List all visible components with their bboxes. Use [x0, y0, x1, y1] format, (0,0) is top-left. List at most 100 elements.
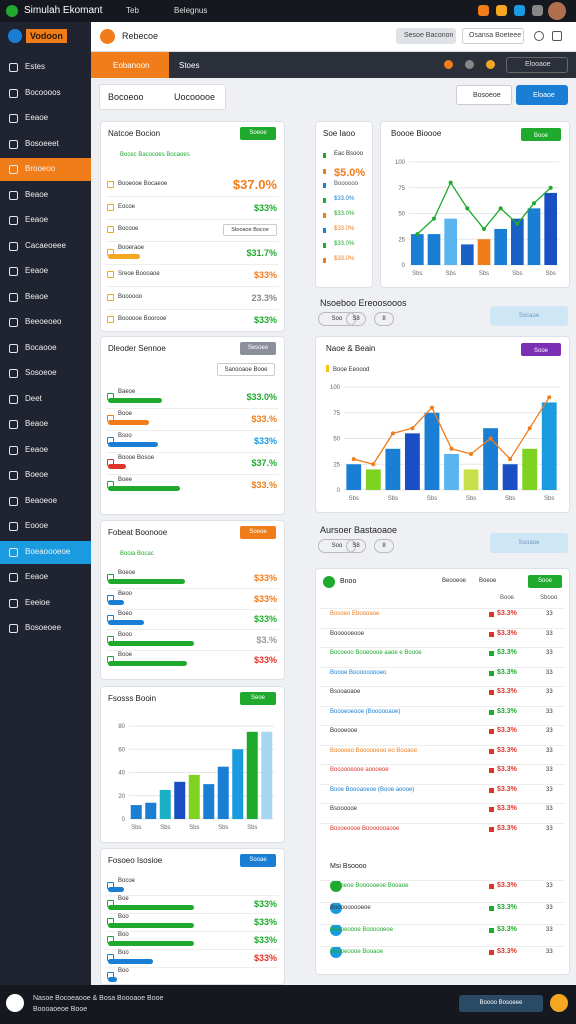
line-point	[508, 457, 513, 462]
sidebar-icon	[9, 139, 18, 149]
x-tick-label: Sbs	[427, 496, 437, 502]
subnav-tab[interactable]: Stoes	[179, 61, 200, 70]
row-value: $33%	[253, 593, 277, 604]
table-value: $3.3%	[497, 688, 517, 695]
card-badge[interactable]: Soeoe	[240, 127, 276, 140]
sidebar-item[interactable]: Bocaooe	[25, 342, 57, 352]
row-divider	[106, 263, 279, 265]
card-subtitle: Bocec Bacocoes Bocaoes	[120, 152, 190, 158]
footer-button[interactable]: Boooo Bosoeee	[459, 995, 543, 1012]
sidebar-item[interactable]: Beaoe	[25, 291, 49, 301]
row-divider	[106, 608, 279, 610]
sidebar-icon	[9, 445, 18, 455]
table-n: 33	[546, 630, 553, 637]
chart: 0 20 40 60 80 Sbs Sbs Sbs Sbs Sbs	[118, 724, 274, 831]
section-button[interactable]: Sooaoe	[490, 533, 568, 553]
line-point	[390, 431, 395, 436]
bar	[427, 234, 441, 265]
row-divider	[106, 196, 279, 198]
sidebar-item[interactable]: Cacaeoeee	[25, 240, 66, 250]
toolbar-button[interactable]: Eloaoe	[516, 85, 568, 105]
chip[interactable]: S8	[346, 312, 366, 326]
table-n: 33	[546, 650, 553, 656]
sidebar-item[interactable]: Deet	[25, 393, 42, 403]
sidebar-item[interactable]: Eeaoe	[25, 572, 49, 581]
table-icon	[330, 880, 342, 892]
sidebar-item[interactable]: Boeaoooeoe	[25, 546, 71, 556]
sidebar-item[interactable]: Boeoe	[25, 470, 49, 479]
bar	[511, 218, 524, 265]
table-tab[interactable]: Beooeoe	[442, 578, 467, 584]
section-button[interactable]: Socaoe	[490, 306, 568, 326]
chip[interactable]: Soo	[318, 539, 356, 553]
subnav-button[interactable]: Elooaoe	[506, 57, 568, 73]
footer-text: Boooaoeoe Booe	[33, 1006, 88, 1013]
mini-marker	[323, 153, 326, 158]
chip[interactable]: S8	[346, 539, 366, 553]
toolbar-tab[interactable]: Uocooooe	[174, 92, 216, 102]
sidebar-item[interactable]: Eeaoe	[25, 215, 49, 224]
table-tab[interactable]: Boeoe	[479, 578, 497, 584]
table-button[interactable]: Sooe	[528, 575, 562, 588]
sidebar-item[interactable]: Bocoooos	[25, 87, 61, 97]
sidebar-item[interactable]: Beaoeoe	[25, 495, 58, 505]
table-marker	[489, 612, 494, 617]
window-bar	[0, 0, 576, 22]
legend-label: Booe Eeoood	[333, 367, 369, 373]
window-tab[interactable]: Teb	[126, 6, 139, 15]
search[interactable]: Sesoe Baconon	[396, 28, 456, 44]
card-button[interactable]: Sanooaoe Booe	[217, 363, 275, 376]
card-badge[interactable]: Sooae	[240, 854, 276, 867]
row-label: Sreoe Boooaoe	[118, 271, 160, 277]
subnav-tab[interactable]: Eobanoon	[91, 52, 169, 78]
sidebar-item[interactable]: Bosoeoee	[25, 623, 62, 632]
sidebar-item[interactable]: Eoooe	[25, 521, 49, 530]
header-title: Rebecoe	[122, 31, 159, 41]
sidebar-item[interactable]: Beeoeoeo	[25, 317, 62, 326]
sidebar-item[interactable]: Sosoeoe	[25, 368, 57, 377]
line-point	[415, 232, 420, 237]
chip[interactable]: Soo	[318, 312, 356, 326]
toolbar-button[interactable]: Bosoeoe	[456, 85, 512, 105]
chip[interactable]: 8	[374, 539, 394, 553]
window-tab[interactable]: Belegnus	[174, 6, 208, 15]
progress	[108, 579, 185, 584]
table-marker	[489, 928, 494, 933]
sidebar-item[interactable]: Estes	[25, 62, 46, 71]
card-badge[interactable]: Soeoe	[240, 526, 276, 539]
line-point	[488, 436, 493, 441]
table-n: 33	[546, 825, 553, 832]
sidebar-item[interactable]: Brooeoo	[25, 164, 56, 173]
icon-btn	[552, 31, 562, 41]
mini-item: Boooooo	[334, 181, 359, 187]
search2[interactable]: Osansa Boeteee	[462, 28, 524, 44]
sidebar-item[interactable]: Beaoe	[25, 189, 49, 199]
badge-label: Booe	[534, 133, 549, 139]
table-value: $3.3%	[497, 785, 517, 793]
bar	[527, 208, 541, 265]
sidebar-item[interactable]: Eeeioe	[25, 597, 50, 607]
toolbar-tab[interactable]: Bocoeoo	[108, 92, 144, 102]
sidebar-item[interactable]: Bosoeeet	[25, 138, 59, 148]
mini-item: $33.0%	[334, 256, 355, 262]
row-divider	[106, 931, 279, 932]
card-badge[interactable]: Sesoee	[240, 342, 276, 355]
sidebar-item[interactable]: Eeaoe	[25, 113, 49, 122]
line-point	[465, 206, 470, 211]
row-label: Boee	[118, 477, 133, 483]
table-divider	[320, 822, 565, 824]
sidebar-icon	[9, 343, 18, 353]
table-label: Booooooooeoe	[330, 905, 371, 911]
sidebar-item[interactable]: Eeaoe	[25, 266, 49, 275]
sidebar-item[interactable]: Beaoe	[25, 419, 49, 428]
chip[interactable]: 8	[374, 312, 394, 326]
sidebar-item[interactable]: Eeaoe	[25, 444, 49, 454]
y-tick-label: 60	[118, 747, 125, 753]
table-divider	[320, 902, 565, 903]
table-icon	[330, 902, 342, 914]
bar	[404, 433, 420, 490]
mini-marker	[323, 169, 326, 174]
row-button[interactable]: Stooaoe Bocoe	[223, 224, 277, 236]
sidebar-icon	[9, 471, 18, 480]
card-badge[interactable]: Seoe	[240, 692, 276, 705]
